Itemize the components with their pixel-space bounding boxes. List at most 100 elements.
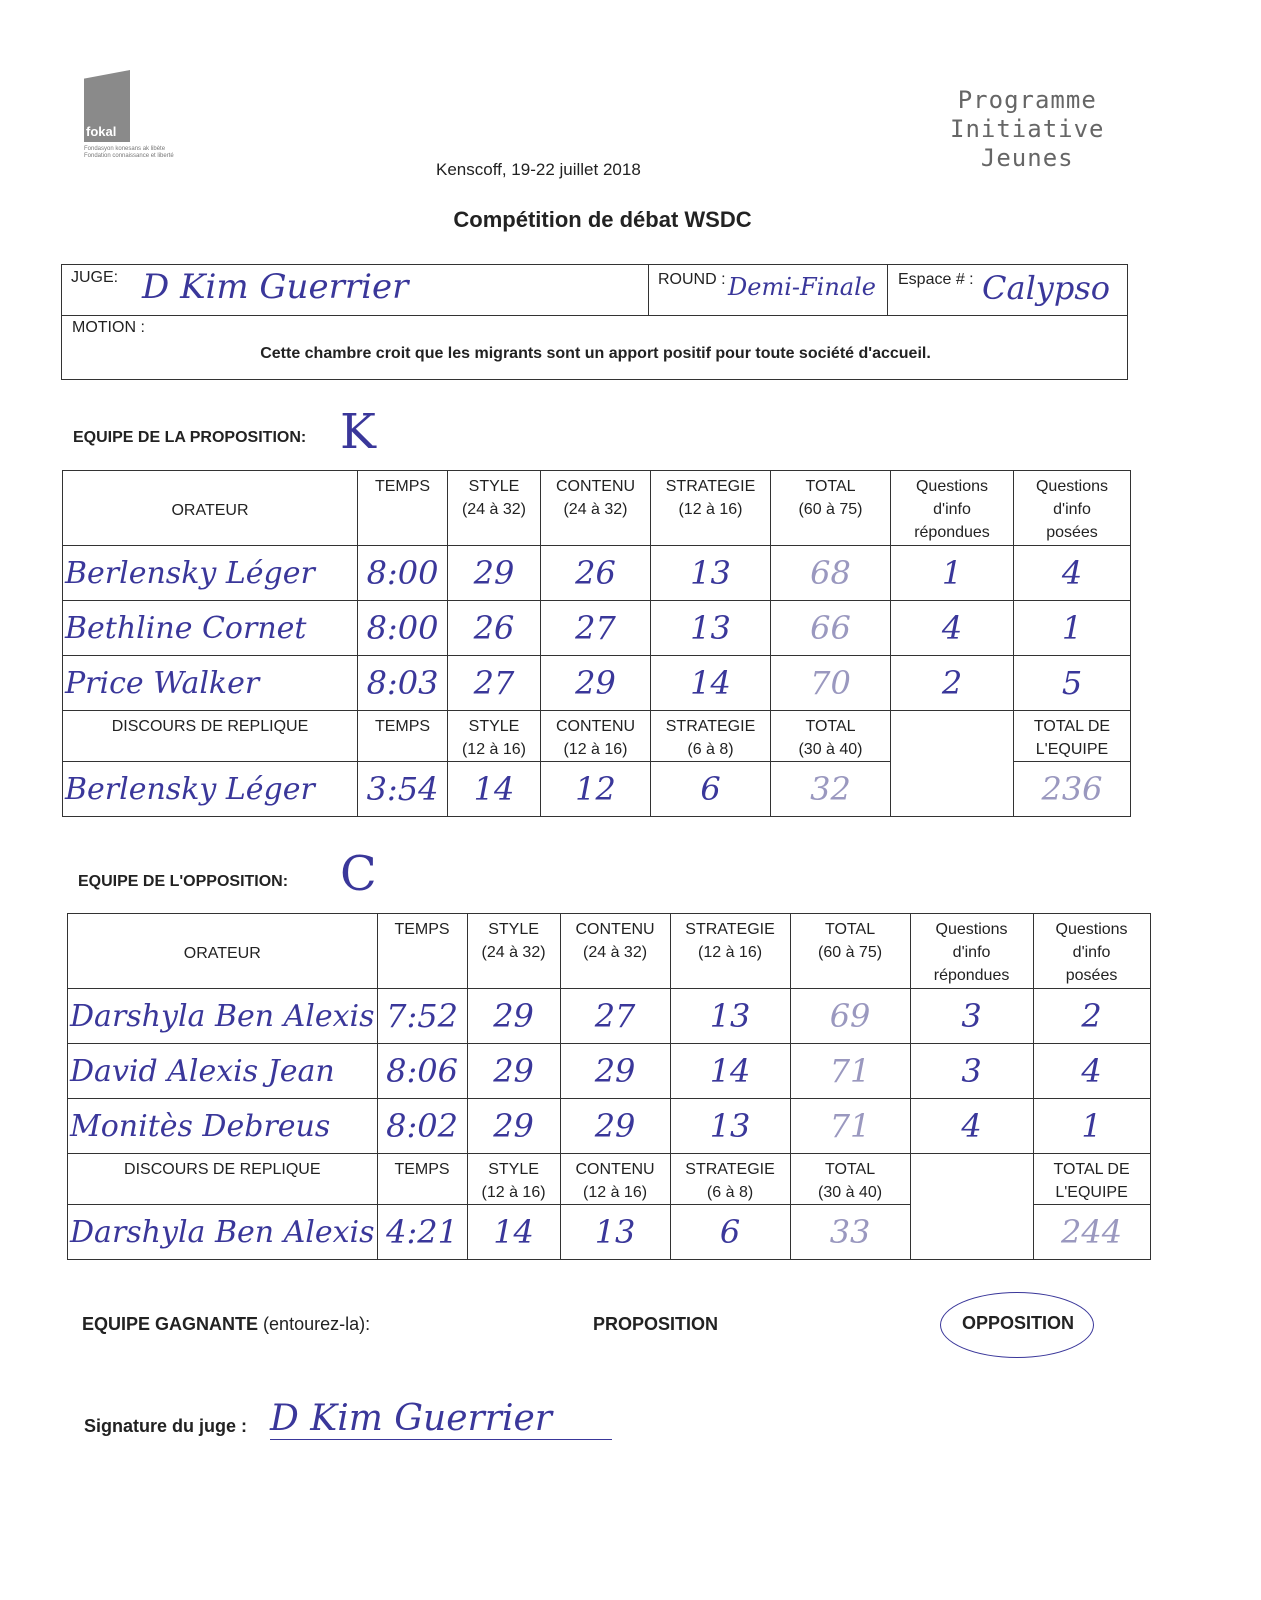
cell-total[interactable]: 66 <box>770 600 891 656</box>
cell-speaker[interactable]: Monitès Debreus <box>67 1098 378 1154</box>
cell-time[interactable]: 3:54 <box>357 761 448 817</box>
cell-time[interactable]: 8:03 <box>357 655 448 711</box>
cell-style[interactable]: 29 <box>447 545 541 601</box>
cell-poi-answered[interactable]: 3 <box>909 988 1034 1044</box>
header-row: ORATEUR TEMPS STYLE (24 à 32) CONTENU (24 à… <box>67 913 1151 989</box>
header-total: TOTAL (60 à 75) <box>789 913 911 989</box>
cell-time[interactable]: 8:00 <box>357 600 448 656</box>
cell-speaker[interactable]: Berlensky Léger <box>62 761 358 817</box>
cell-total[interactable]: 71 <box>789 1098 911 1154</box>
cell-poi-asked[interactable]: 5 <box>1013 655 1131 711</box>
score-row: David Alexis Jean 8:06 29 29 14 71 3 4 <box>67 1043 1151 1099</box>
cell-total[interactable]: 68 <box>770 545 891 601</box>
header-poi-answered: Questions d'info répondues <box>890 470 1014 546</box>
cell-strategy[interactable]: 13 <box>669 1098 791 1154</box>
score-row: Monitès Debreus 8:02 29 29 13 71 4 1 <box>67 1098 1151 1154</box>
cell-content[interactable]: 12 <box>540 761 651 817</box>
cell-speaker[interactable]: Price Walker <box>62 655 358 711</box>
cell-total[interactable]: 33 <box>789 1204 911 1260</box>
cell-style[interactable]: 29 <box>466 1043 561 1099</box>
cell-total[interactable]: 69 <box>789 988 911 1044</box>
header-total: TOTAL (30 à 40) <box>789 1153 911 1205</box>
cell-speaker[interactable]: Darshyla Ben Alexis <box>67 988 378 1044</box>
header-time: TEMPS <box>357 710 448 762</box>
cell-style[interactable]: 27 <box>447 655 541 711</box>
cell-strategy[interactable]: 14 <box>669 1043 791 1099</box>
header-content: CONTENU (12 à 16) <box>559 1153 671 1205</box>
cell-style[interactable]: 29 <box>466 1098 561 1154</box>
header-poi-answered <box>909 1153 1034 1260</box>
header-strategy: STRATEGIE (12 à 16) <box>650 470 771 546</box>
score-row: Price Walker 8:03 27 29 14 70 2 5 <box>62 655 1131 711</box>
winner-title: EQUIPE GAGNANTE <box>82 1314 259 1334</box>
cell-strategy[interactable]: 6 <box>669 1204 791 1260</box>
winner-option-proposition[interactable]: PROPOSITION <box>593 1314 719 1334</box>
cell-poi-asked[interactable]: 244 <box>1032 1204 1151 1260</box>
header-style: STYLE (24 à 32) <box>466 913 561 989</box>
cell-strategy[interactable]: 14 <box>650 655 771 711</box>
cell-time[interactable]: 8:02 <box>376 1098 468 1154</box>
cell-total[interactable]: 70 <box>770 655 891 711</box>
cell-time[interactable]: 8:06 <box>376 1043 468 1099</box>
logo-tagline-2: Fondation connaissance et liberté <box>84 153 174 159</box>
cell-time[interactable]: 7:52 <box>376 988 468 1044</box>
cell-style[interactable]: 26 <box>447 600 541 656</box>
header-content: CONTENU (12 à 16) <box>540 710 651 762</box>
program-line: Programme <box>957 86 1097 114</box>
score-row: Darshyla Ben Alexis 4:21 14 13 6 33 244 <box>67 1204 1151 1260</box>
cell-content[interactable]: 27 <box>540 600 651 656</box>
cell-strategy[interactable]: 13 <box>650 600 771 656</box>
winner-option-opposition[interactable]: OPPOSITION <box>962 1313 1075 1333</box>
cell-style[interactable]: 29 <box>466 988 561 1044</box>
cell-speaker[interactable]: Bethline Cornet <box>62 600 358 656</box>
cell-speaker[interactable]: Darshyla Ben Alexis <box>67 1204 378 1260</box>
header-poi-asked: Questions d'info posées <box>1032 913 1151 989</box>
cell-strategy[interactable]: 13 <box>650 545 771 601</box>
header-time: TEMPS <box>376 913 468 989</box>
cell-speaker[interactable]: Berlensky Léger <box>62 545 358 601</box>
proposition-code: K <box>340 404 376 460</box>
judge-signature: D Kim Guerrier <box>270 1398 612 1440</box>
cell-poi-asked[interactable]: 2 <box>1032 988 1151 1044</box>
header-speaker: ORATEUR <box>62 470 358 546</box>
header-strategy: STRATEGIE (6 à 8) <box>650 710 771 762</box>
header-time: TEMPS <box>357 470 448 546</box>
cell-style[interactable]: 14 <box>466 1204 561 1260</box>
cell-poi-asked[interactable]: 1 <box>1013 600 1131 656</box>
cell-poi-answered[interactable]: 2 <box>890 655 1014 711</box>
cell-speaker[interactable]: David Alexis Jean <box>67 1043 378 1099</box>
header-time: TEMPS <box>376 1153 468 1205</box>
header-content: CONTENU (24 à 32) <box>559 913 671 989</box>
cell-content[interactable]: 13 <box>559 1204 671 1260</box>
cell-poi-answered[interactable]: 4 <box>890 600 1014 656</box>
cell-style[interactable]: 14 <box>447 761 541 817</box>
cell-content[interactable]: 29 <box>559 1043 671 1099</box>
cell-content[interactable]: 29 <box>540 655 651 711</box>
signature-label: Signature du juge : <box>84 1416 248 1436</box>
cell-total[interactable]: 71 <box>789 1043 911 1099</box>
space-value: Calypso <box>982 269 1111 307</box>
cell-poi-asked[interactable]: 4 <box>1032 1043 1151 1099</box>
header-total: TOTAL (60 à 75) <box>770 470 891 546</box>
cell-content[interactable]: 27 <box>559 988 671 1044</box>
header-total: TOTAL (30 à 40) <box>770 710 891 762</box>
cell-strategy[interactable]: 6 <box>650 761 771 817</box>
cell-poi-asked[interactable]: 236 <box>1013 761 1131 817</box>
program-line: Jeunes <box>980 144 1074 172</box>
cell-time[interactable]: 8:00 <box>357 545 448 601</box>
cell-content[interactable]: 26 <box>540 545 651 601</box>
cell-poi-answered[interactable]: 4 <box>909 1098 1034 1154</box>
cell-content[interactable]: 29 <box>559 1098 671 1154</box>
cell-poi-answered[interactable]: 1 <box>890 545 1014 601</box>
header-strategy: STRATEGIE (12 à 16) <box>669 913 791 989</box>
cell-total[interactable]: 32 <box>770 761 891 817</box>
judge-value: D Kim Guerrier <box>142 267 409 307</box>
cell-poi-asked[interactable]: 4 <box>1013 545 1131 601</box>
logo-tagline-1: Fondasyon konesans ak libète <box>84 146 166 152</box>
cell-poi-answered[interactable]: 3 <box>909 1043 1034 1099</box>
score-row: Berlensky Léger 3:54 14 12 6 32 236 <box>62 761 1131 817</box>
cell-strategy[interactable]: 13 <box>669 988 791 1044</box>
cell-poi-asked[interactable]: 1 <box>1032 1098 1151 1154</box>
cell-time[interactable]: 4:21 <box>376 1204 468 1260</box>
